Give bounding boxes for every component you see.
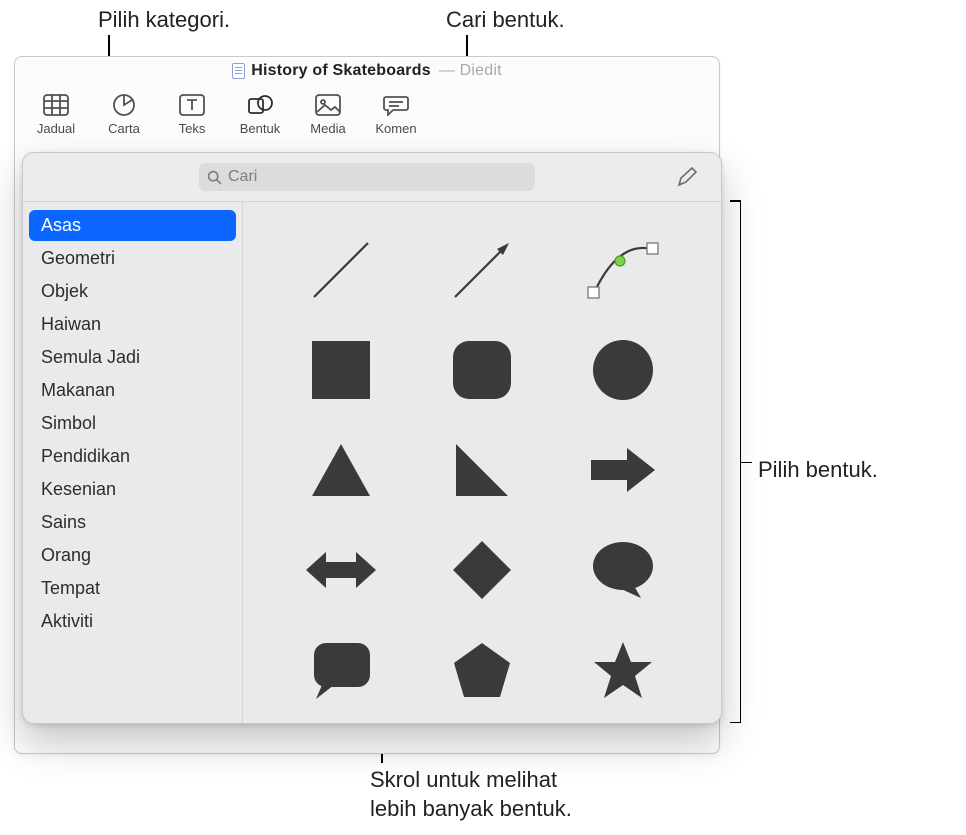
shape-triangle[interactable] [271,420,412,520]
toolbar-label: Jadual [23,121,89,136]
shape-circle[interactable] [552,320,693,420]
shape-arrow-right[interactable] [552,420,693,520]
shape-diamond[interactable] [412,520,553,620]
toolbar-label: Komen [363,121,429,136]
toolbar-item-komen[interactable]: Komen [363,87,429,136]
titlebar: History of Skateboards — Diedit [15,57,719,85]
category-item-tempat[interactable]: Tempat [29,573,236,604]
category-item-objek[interactable]: Objek [29,276,236,307]
edited-status: — Diedit [439,62,502,80]
toolbar-label: Bentuk [227,121,293,136]
document-title: History of Skateboards [251,62,431,80]
callout-scroll: Skrol untuk melihat lebih banyak bentuk. [370,766,572,823]
document-icon [232,63,245,79]
shape-speech-bubble[interactable] [552,520,693,620]
shape-right-triangle[interactable] [412,420,553,520]
category-item-orang[interactable]: Orang [29,540,236,571]
table-icon [23,91,89,119]
category-item-geometri[interactable]: Geometri [29,243,236,274]
toolbar-item-media[interactable]: Media [295,87,361,136]
shape-grid [243,202,721,723]
toolbar: Jadual Carta Teks [15,85,719,147]
toolbar-item-jadual[interactable]: Jadual [23,87,89,136]
search-placeholder: Cari [228,168,257,186]
chart-icon [91,91,157,119]
callout-bracket [727,200,741,723]
shape-star[interactable] [552,620,693,720]
category-item-haiwan[interactable]: Haiwan [29,309,236,340]
category-item-simbol[interactable]: Simbol [29,408,236,439]
category-item-makanan[interactable]: Makanan [29,375,236,406]
category-item-asas[interactable]: Asas [29,210,236,241]
comment-icon [363,91,429,119]
shape-rounded-square[interactable] [412,320,553,420]
pen-icon [676,166,700,188]
shape-arrow-bidir[interactable] [271,520,412,620]
search-input[interactable]: Cari [199,163,535,191]
shape-line[interactable] [271,220,412,320]
callout-category: Pilih kategori. [98,6,230,35]
shape-callout-box[interactable] [271,620,412,720]
category-item-kesenian[interactable]: Kesenian [29,474,236,505]
category-list[interactable]: Asas Geometri Objek Haiwan Semula Jadi M… [23,202,243,723]
callout-pick: Pilih bentuk. [758,456,878,485]
shape-pentagon[interactable] [412,620,553,720]
shapes-icon [227,91,293,119]
search-icon [207,170,222,185]
pen-button[interactable] [671,163,705,191]
toolbar-label: Teks [159,121,225,136]
category-item-aktiviti[interactable]: Aktiviti [29,606,236,637]
callout-search: Cari bentuk. [446,6,565,35]
shape-square[interactable] [271,320,412,420]
category-item-semula-jadi[interactable]: Semula Jadi [29,342,236,373]
toolbar-label: Media [295,121,361,136]
toolbar-item-teks[interactable]: Teks [159,87,225,136]
category-item-sains[interactable]: Sains [29,507,236,538]
shape-curve-editor[interactable] [552,220,693,320]
toolbar-item-bentuk[interactable]: Bentuk [227,87,293,136]
shape-arrow-line[interactable] [412,220,553,320]
image-icon [295,91,361,119]
text-icon [159,91,225,119]
popover-body: Asas Geometri Objek Haiwan Semula Jadi M… [23,201,721,723]
shapes-popover: Cari Asas Geometri Objek Haiwan Semula J… [22,152,722,724]
toolbar-label: Carta [91,121,157,136]
category-item-pendidikan[interactable]: Pendidikan [29,441,236,472]
toolbar-item-carta[interactable]: Carta [91,87,157,136]
